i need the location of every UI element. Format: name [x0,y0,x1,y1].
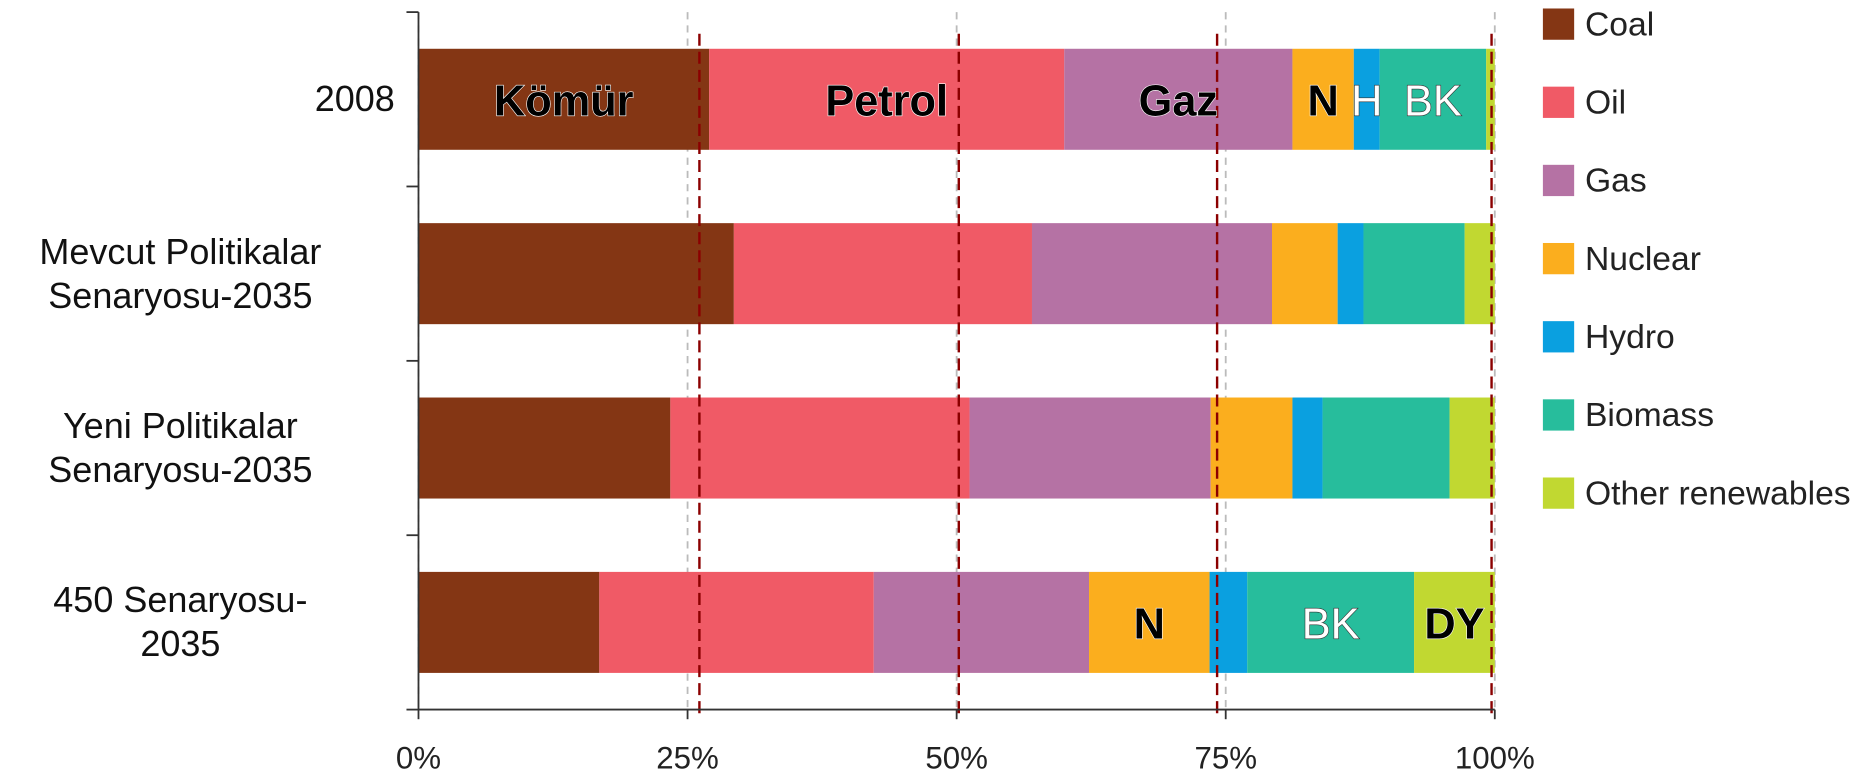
segment-annotation: Petrol [825,78,948,126]
category-label: Mevcut Politikalar Senaryosu-2035 [39,230,322,316]
legend-label: Coal [1585,6,1654,43]
bar-segment [1464,223,1495,325]
segment-annotation: N [1307,78,1338,126]
legend-swatch [1542,399,1575,431]
segment-annotation: Kömür [494,78,634,126]
legend-label: Hydro [1585,319,1675,356]
bar-segment [418,48,710,150]
legend-label: Other renewables [1585,475,1851,512]
bar-segment [1322,397,1450,499]
bar-segment [1210,397,1293,499]
x-tick-label: 75% [1194,740,1257,775]
legend-label: Nuclear [1585,241,1701,278]
x-tick-label: 50% [925,740,988,775]
segment-annotation: H [1351,78,1382,126]
bar-segment [1292,397,1323,499]
bar-segment [599,571,874,673]
x-tick-label: 0% [396,740,441,775]
legend-swatch [1542,8,1575,40]
category-label: Yeni Politikalar Senaryosu-2035 [48,404,313,490]
bar-segment [1379,48,1487,150]
bar-segment [1337,223,1364,325]
segment-annotation: N [1134,601,1165,649]
x-tick-label: 100% [1455,740,1535,775]
bar-segment [418,571,600,673]
segment-annotation: BK [1404,78,1462,126]
segment-annotation: Gaz [1139,78,1218,126]
bar-segment [1414,571,1495,673]
bar-segment [873,571,1090,673]
bar-segment [709,48,1065,150]
category-label: 450 Senaryosu- 2035 [53,579,308,665]
legend-label: Oil [1585,85,1626,122]
bar-segment [1209,571,1248,673]
bar-segment [418,223,734,325]
bar-segment [1449,397,1495,499]
bar-segment [1089,571,1210,673]
bar-segment [670,397,970,499]
legend-swatch [1542,242,1575,275]
bar-segment [1064,48,1293,150]
bar-segment [1292,48,1354,150]
bar-segment [1363,223,1465,325]
legend-swatch [1542,164,1575,197]
bar-segment [1271,223,1338,325]
segment-annotation: DY [1424,601,1484,649]
bar-segment [1353,48,1380,150]
legend-label: Gas [1585,163,1647,200]
bar-segment [1031,223,1272,325]
bar-segment [418,397,671,499]
category-label: 2008 [314,78,395,120]
segment-annotation: BK [1302,601,1360,649]
legend-label: Biomass [1585,397,1714,434]
legend-swatch [1542,86,1575,118]
bar-segment [1247,571,1415,673]
legend-swatch [1542,321,1575,353]
bar-segment [733,223,1032,325]
x-tick-label: 25% [656,740,719,775]
legend-swatch [1542,477,1575,509]
bar-segment [969,397,1211,499]
